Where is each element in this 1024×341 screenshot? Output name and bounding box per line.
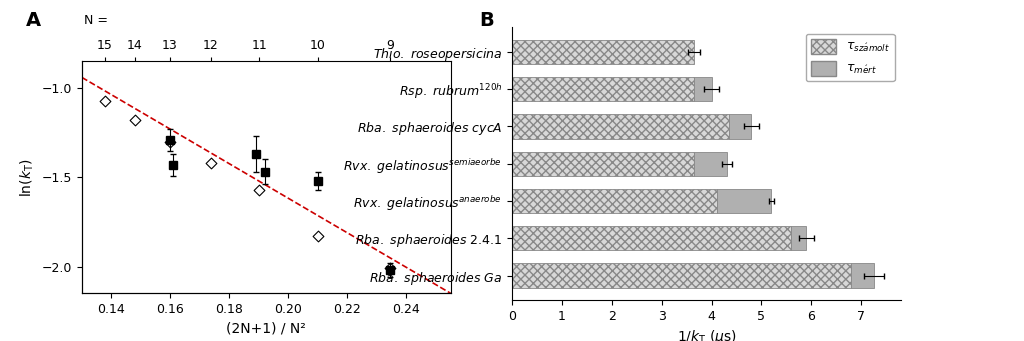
Bar <box>851 264 873 288</box>
Bar <box>729 114 752 138</box>
Bar <box>792 226 806 250</box>
Point <box>162 139 178 144</box>
Legend: $\tau_{\mathit{sz\acute{a}molt}}$, $\tau_{\mathit{m\acute{e}rt}}$: $\tau_{\mathit{sz\acute{a}molt}}$, $\tau… <box>806 33 895 81</box>
X-axis label: (2N+1) / N²: (2N+1) / N² <box>226 322 306 336</box>
Point <box>203 160 219 166</box>
Point <box>96 98 113 103</box>
Bar <box>512 114 729 138</box>
Point <box>382 266 398 271</box>
Bar <box>694 151 726 176</box>
Bar <box>512 189 717 213</box>
Text: B: B <box>479 11 494 30</box>
X-axis label: $1/k_\mathrm{T}$ ($\mu$s): $1/k_\mathrm{T}$ ($\mu$s) <box>677 328 736 341</box>
Bar <box>512 226 792 250</box>
Bar <box>717 189 771 213</box>
Bar <box>512 40 694 64</box>
Bar <box>512 264 851 288</box>
Point <box>127 118 143 123</box>
Y-axis label: $\ln(k_\mathrm{T})$: $\ln(k_\mathrm{T})$ <box>18 158 36 197</box>
Bar <box>512 151 694 176</box>
Text: N =: N = <box>84 14 112 27</box>
Text: A: A <box>26 11 41 30</box>
Point <box>309 234 326 239</box>
Bar <box>512 77 694 101</box>
Bar <box>694 77 712 101</box>
Point <box>251 187 267 193</box>
